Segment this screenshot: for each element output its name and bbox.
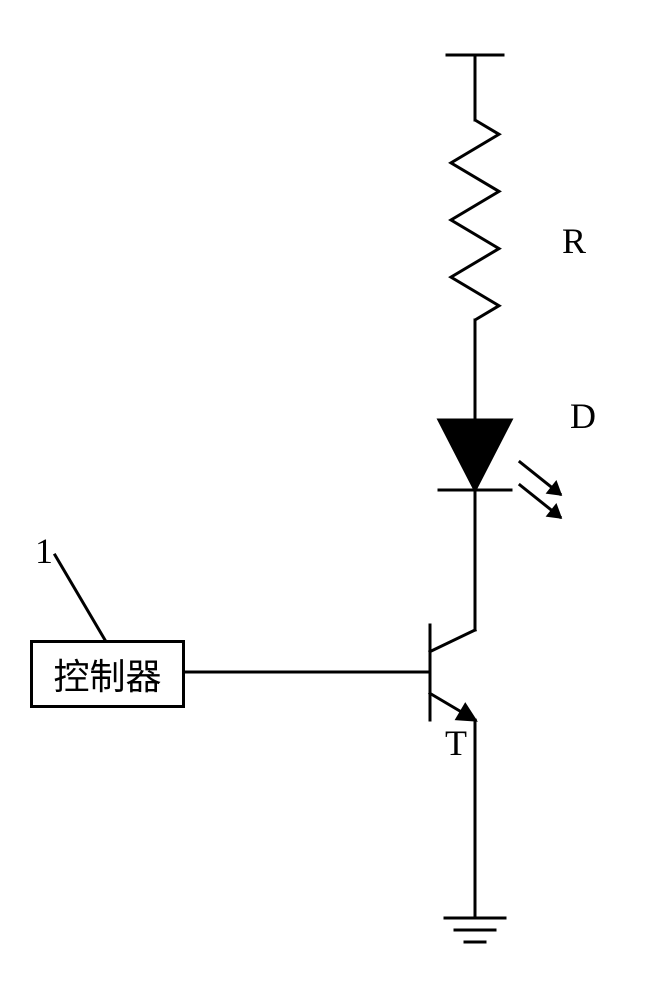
- controller-ref-label: 1: [35, 530, 53, 572]
- transistor-label: T: [445, 722, 467, 764]
- circuit-diagram: [0, 0, 671, 1000]
- resistor-label: R: [562, 220, 586, 262]
- controller-label: 控制器: [53, 648, 161, 700]
- led-label: D: [570, 395, 596, 437]
- controller-block: 控制器: [30, 640, 185, 708]
